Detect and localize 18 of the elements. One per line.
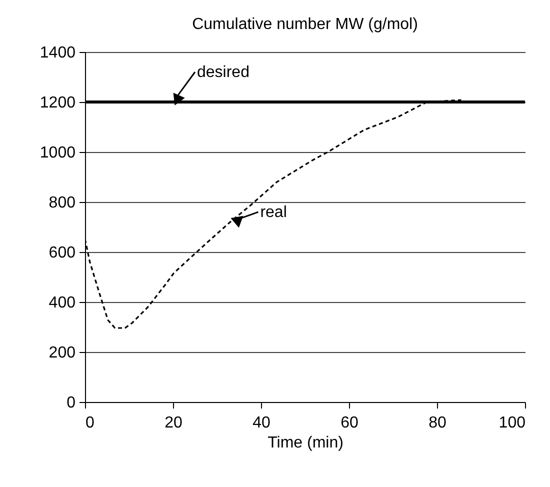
chart-title: Cumulative number MW (g/mol) <box>192 16 418 33</box>
x-tick-label: 0 <box>86 414 94 432</box>
x-tick-label: 80 <box>428 414 446 432</box>
x-tick-label: 60 <box>340 414 358 432</box>
ref-line-label: desired <box>197 64 250 81</box>
annotation: real <box>260 204 287 221</box>
y-tick-label: 400 <box>48 294 76 312</box>
x-axis-title: Time (min) <box>268 434 344 452</box>
y-tick-label: 200 <box>48 344 76 362</box>
y-tick-label: 0 <box>66 394 76 412</box>
y-tick-label: 600 <box>48 244 76 262</box>
x-tick-label: 40 <box>252 414 270 432</box>
x-tick-label: 100 <box>498 414 526 432</box>
y-tick-label: 1400 <box>40 44 76 62</box>
y-tick-label: 1200 <box>40 94 76 112</box>
y-tick-label: 1000 <box>40 144 76 162</box>
x-tick-label: 20 <box>164 414 182 432</box>
y-tick-label: 800 <box>48 194 76 212</box>
